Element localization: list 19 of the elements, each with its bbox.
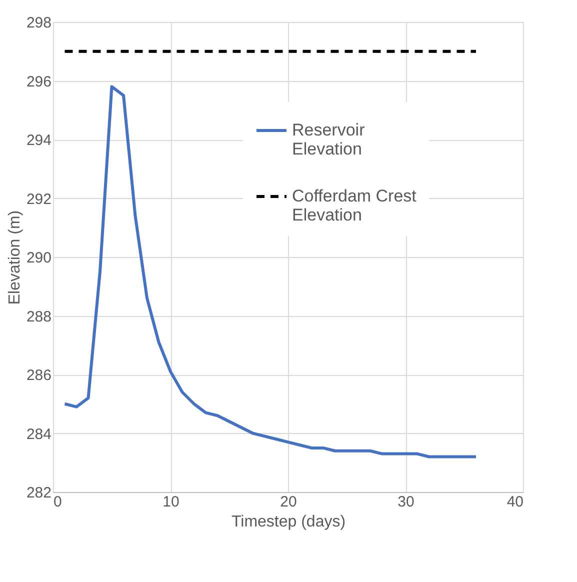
x-tick-label: 20 [280, 494, 297, 510]
x-tick-label: 10 [162, 494, 180, 510]
x-tick-label: 30 [398, 494, 414, 510]
y-tick-label: 284 [26, 426, 52, 443]
y-tick-label: 288 [26, 308, 52, 326]
y-tick-label: 282 [26, 484, 52, 502]
y-tick-label: 296 [26, 73, 52, 90]
y-tick-label: 290 [26, 250, 52, 266]
y-tick-label: 294 [26, 132, 52, 149]
y-tick-label: 286 [26, 367, 52, 384]
legend-label: Cofferdam Crest Elevation [292, 186, 417, 224]
legend-label: Reservoir Elevation [292, 120, 366, 158]
y-tick-label: 292 [26, 190, 52, 208]
y-axis-title: Elevation (m) [6, 210, 24, 305]
x-tick-label: 40 [506, 494, 524, 510]
x-tick-label: 0 [54, 494, 62, 510]
line-series [63, 85, 478, 458]
x-axis-title: Timestep (days) [231, 514, 346, 530]
y-tick-label: 298 [26, 14, 52, 32]
